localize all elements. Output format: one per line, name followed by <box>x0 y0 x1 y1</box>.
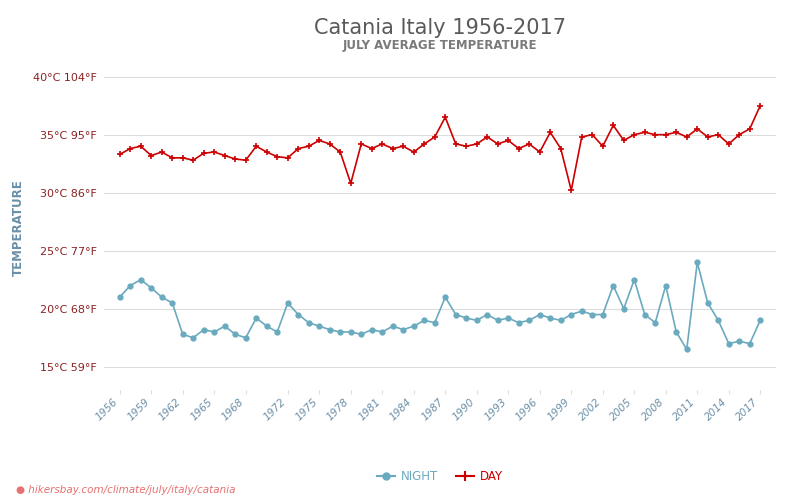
Text: JULY AVERAGE TEMPERATURE: JULY AVERAGE TEMPERATURE <box>342 39 538 52</box>
Y-axis label: TEMPERATURE: TEMPERATURE <box>12 179 25 276</box>
Title: Catania Italy 1956-2017: Catania Italy 1956-2017 <box>314 18 566 38</box>
Text: ● hikersbay.com/climate/july/italy/catania: ● hikersbay.com/climate/july/italy/catan… <box>16 485 235 495</box>
Legend: NIGHT, DAY: NIGHT, DAY <box>373 466 507 488</box>
